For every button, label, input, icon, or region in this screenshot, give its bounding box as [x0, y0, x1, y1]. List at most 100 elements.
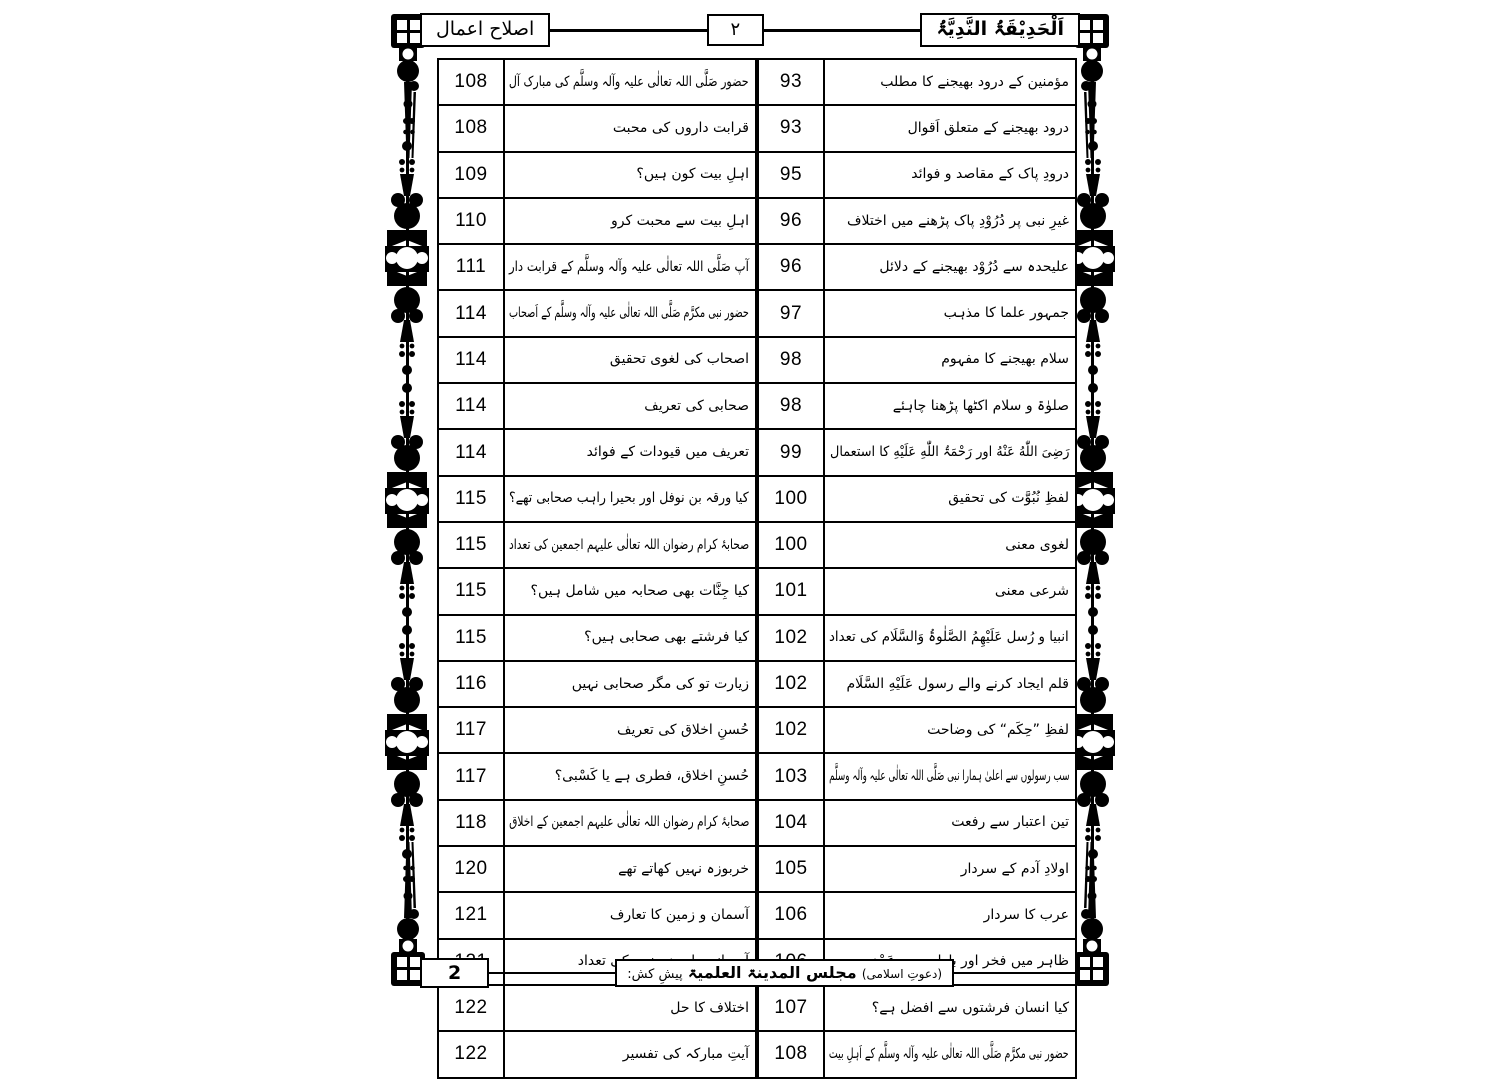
toc-entry-title: درودِ پاک کے مقاصد و فوائد [823, 150, 1077, 199]
toc-page-number: 95 [757, 150, 825, 199]
toc-entry-title: آپ صَلَّی اللہ تعالٰی علیہ وآلہ وسلَّم ک… [503, 243, 757, 292]
toc-entry-title: کیا فرشتے بھی صحابی ہیں؟ [503, 613, 757, 662]
table-row[interactable]: 115 کیا فرشتے بھی صحابی ہیں؟ [437, 613, 757, 662]
table-row[interactable]: 114 اصحاب کی لغوی تحقیق [437, 335, 757, 385]
toc-entry-title: تعریف میں قیودات کے فوائد [503, 428, 757, 477]
table-row[interactable]: 120 خربوزہ نہیں کھاتے تھے [437, 845, 757, 894]
table-row[interactable]: 114 تعریف میں قیودات کے فوائد [437, 428, 757, 477]
toc-entry-title: سب رسولوں سے اعلیٰ ہمارا نبی صَلَّی اللہ… [823, 752, 1077, 801]
table-row[interactable]: 114 حضور نبی مکرَّم صَلَّی اللہ تعالٰی عل… [437, 289, 757, 338]
toc-entry-title-text: آپ صَلَّی اللہ تعالٰی علیہ وآلہ وسلَّم ک… [509, 258, 749, 275]
table-row[interactable]: 100 لغوی معنی [757, 520, 1077, 570]
toc-entry-title-text: کیا ورقہ بن نوفل اور بحیرا راہب صحابی تھ… [509, 490, 749, 507]
footer-rule-left [489, 972, 616, 974]
page-footer: 2 (دعوتِ اسلامی) مجلس المدینۃ العلمیۃ پی… [420, 955, 1081, 991]
header-rule-right [764, 29, 921, 31]
toc-entry-title: صلوٰۃ و سلام اکٹھا پڑھنا چاہئے [823, 382, 1077, 431]
table-of-contents: 108 حضور صَلَّی اللہ تعالٰی علیہ وآلہ وسل… [437, 57, 1077, 1079]
toc-entry-title: آیتِ مبارکہ کی تفسیر [503, 1030, 757, 1079]
table-row[interactable]: 110 اہلِ بیت سے محبت کرو [437, 196, 757, 246]
book-page: اصلاح اعمال ۲ اَلْحَدِیْقَۃُ النَّدِیَّۃ… [385, 13, 1115, 1079]
table-row[interactable]: 116 زیارت تو کی مگر صحابی نہیں [437, 659, 757, 709]
toc-entry-title: قرابت داروں کی محبت [503, 104, 757, 153]
toc-page-number: 116 [437, 659, 505, 709]
table-row[interactable]: 103 سب رسولوں سے اعلیٰ ہمارا نبی صَلَّی ا… [757, 752, 1077, 801]
table-row[interactable]: 95 درودِ پاک کے مقاصد و فوائد [757, 150, 1077, 199]
table-row[interactable]: 100 لفظِ نُبُوَّت کی تحقیق [757, 474, 1077, 523]
table-row[interactable]: 102 لفظِ ”حِکَم“ کی وضاحت [757, 706, 1077, 755]
table-row[interactable]: 114 صحابی کی تعریف [437, 382, 757, 431]
table-row[interactable]: 115 کیا جِنَّات بھی صحابہ میں شامل ہیں؟ [437, 567, 757, 616]
table-row[interactable]: 118 صحابۂ کرام رضوان اللہ تعالٰی علیہم اج… [437, 798, 757, 848]
table-row[interactable]: 117 حُسنِ اخلاق، فطری ہے یا کَسْبی؟ [437, 752, 757, 801]
header-book-title: اَلْحَدِیْقَۃُ النَّدِیَّۃُ [920, 13, 1081, 47]
table-row[interactable]: 96 علیحدہ سے دُرُوْد بھیجنے کے دلائل [757, 243, 1077, 292]
toc-entry-title-text: حضور نبی مکرَّم صَلَّی اللہ تعالٰی علیہ … [829, 1045, 1069, 1062]
table-row[interactable]: 111 آپ صَلَّی اللہ تعالٰی علیہ وآلہ وسلَّ… [437, 243, 757, 292]
table-row[interactable]: 122 اختلاف کا حل [437, 983, 757, 1033]
toc-entry-title-text: مؤمنین کے درود بھیجنے کا مطلب [880, 73, 1069, 90]
toc-entry-title: زیارت تو کی مگر صحابی نہیں [503, 659, 757, 709]
table-row[interactable]: 115 صحابۂ کرام رضوان اللہ تعالٰی علیہم اج… [437, 520, 757, 570]
header-book-section-title: اصلاح اعمال [420, 13, 551, 47]
table-row[interactable]: 117 حُسنِ اخلاق کی تعریف [437, 706, 757, 755]
table-row[interactable]: 98 سلام بھیجنے کا مفہوم [757, 335, 1077, 385]
table-row[interactable]: 106 عرب کا سردار [757, 891, 1077, 940]
footer-publisher-credit: (دعوتِ اسلامی) مجلس المدینۃ العلمیۃ پیشِ… [615, 959, 955, 987]
toc-entry-title: لغوی معنی [823, 520, 1077, 570]
table-row[interactable]: 102 انبیا و رُسل عَلَیْهِمُ الصَّلٰوۃُ وَ… [757, 613, 1077, 662]
toc-entry-title: کیا ورقہ بن نوفل اور بحیرا راہب صحابی تھ… [503, 474, 757, 523]
table-row[interactable]: 108 حضور نبی مکرَّم صَلَّی اللہ تعالٰی عل… [757, 1030, 1077, 1079]
toc-page-number: 114 [437, 428, 505, 477]
table-row[interactable]: 105 اولادِ آدم کے سردار [757, 845, 1077, 894]
toc-entry-title: حُسنِ اخلاق، فطری ہے یا کَسْبی؟ [503, 752, 757, 801]
table-row[interactable]: 107 کیا انسان فرشتوں سے افضل ہے؟ [757, 983, 1077, 1033]
toc-page-number: 111 [437, 243, 505, 292]
table-row[interactable]: 108 حضور صَلَّی اللہ تعالٰی علیہ وآلہ وسل… [437, 57, 757, 107]
table-row[interactable]: 102 قلم ایجاد کرنے والے رسول عَلَیْهِ الس… [757, 659, 1077, 709]
toc-entry-title: حضور نبی مکرَّم صَلَّی اللہ تعالٰی علیہ … [823, 1030, 1077, 1079]
table-row[interactable]: 96 غیرِ نبی پر دُرُوْدِ پاک پڑھنے میں اخت… [757, 196, 1077, 246]
table-row[interactable]: 99 رَضِیَ اللّٰهُ عَنْهُ اور رَحْمَۃُ الل… [757, 428, 1077, 477]
table-row[interactable]: 101 شرعی معنی [757, 567, 1077, 616]
table-row[interactable]: 109 اہلِ بیت کون ہیں؟ [437, 150, 757, 199]
toc-entry-title: اصحاب کی لغوی تحقیق [503, 335, 757, 385]
toc-entry-title-text: کیا فرشتے بھی صحابی ہیں؟ [584, 629, 749, 646]
toc-entry-title-text: حضور نبی مکرَّم صَلَّی اللہ تعالٰی علیہ … [509, 305, 749, 322]
table-row[interactable]: 122 آیتِ مبارکہ کی تفسیر [437, 1030, 757, 1079]
table-row[interactable]: 93 مؤمنین کے درود بھیجنے کا مطلب [757, 57, 1077, 107]
toc-entry-title: شرعی معنی [823, 567, 1077, 616]
toc-page-number: 101 [757, 567, 825, 616]
table-row[interactable]: 108 قرابت داروں کی محبت [437, 104, 757, 153]
toc-entry-title: مؤمنین کے درود بھیجنے کا مطلب [823, 57, 1077, 107]
toc-page-number: 96 [757, 196, 825, 246]
toc-entry-title: جمہور علما کا مذہب [823, 289, 1077, 338]
toc-page-number: 105 [757, 845, 825, 894]
toc-entry-title: صحابی کی تعریف [503, 382, 757, 431]
toc-page-number: 102 [757, 659, 825, 709]
toc-page-number: 122 [437, 1030, 505, 1079]
toc-entry-title: صحابۂ کرام رضوان اللہ تعالٰی علیہم اجمعی… [503, 520, 757, 570]
toc-page-number: 100 [757, 474, 825, 523]
toc-entry-title-text: کیا جِنَّات بھی صحابہ میں شامل ہیں؟ [530, 582, 749, 599]
toc-entry-title-text: آسمان و زمین کا تعارف [609, 907, 749, 924]
table-row[interactable]: 121 آسمان و زمین کا تعارف [437, 891, 757, 940]
table-row[interactable]: 93 درود بھیجنے کے متعلق اَقوال [757, 104, 1077, 153]
toc-page-number: 122 [437, 983, 505, 1033]
table-row[interactable]: 104 تین اعتبار سے رفعت [757, 798, 1077, 848]
table-row[interactable]: 97 جمہور علما کا مذہب [757, 289, 1077, 338]
toc-entry-title-text: آیتِ مبارکہ کی تفسیر [622, 1045, 749, 1062]
toc-entry-title-text: لفظِ ”حِکَم“ کی وضاحت [927, 721, 1069, 738]
table-row[interactable]: 98 صلوٰۃ و سلام اکٹھا پڑھنا چاہئے [757, 382, 1077, 431]
toc-entry-title-text: غیرِ نبی پر دُرُوْدِ پاک پڑھنے میں اختلا… [847, 212, 1069, 229]
toc-entry-title-text: صلوٰۃ و سلام اکٹھا پڑھنا چاہئے [892, 397, 1069, 414]
footer-credit-label: پیشِ کش: [627, 967, 683, 983]
toc-page-number: 114 [437, 289, 505, 338]
toc-entry-title-text: انبیا و رُسل عَلَیْهِمُ الصَّلٰوۃُ وَالس… [829, 629, 1069, 646]
header-rule-left [550, 29, 707, 31]
toc-entry-title-text: رَضِیَ اللّٰهُ عَنْهُ اور رَحْمَۃُ اللّٰ… [829, 444, 1069, 461]
toc-page-number: 108 [437, 57, 505, 107]
toc-entry-title-text: شرعی معنی [994, 582, 1069, 599]
table-row[interactable]: 115 کیا ورقہ بن نوفل اور بحیرا راہب صحابی… [437, 474, 757, 523]
toc-entry-title-text: اصحاب کی لغوی تحقیق [609, 351, 749, 368]
